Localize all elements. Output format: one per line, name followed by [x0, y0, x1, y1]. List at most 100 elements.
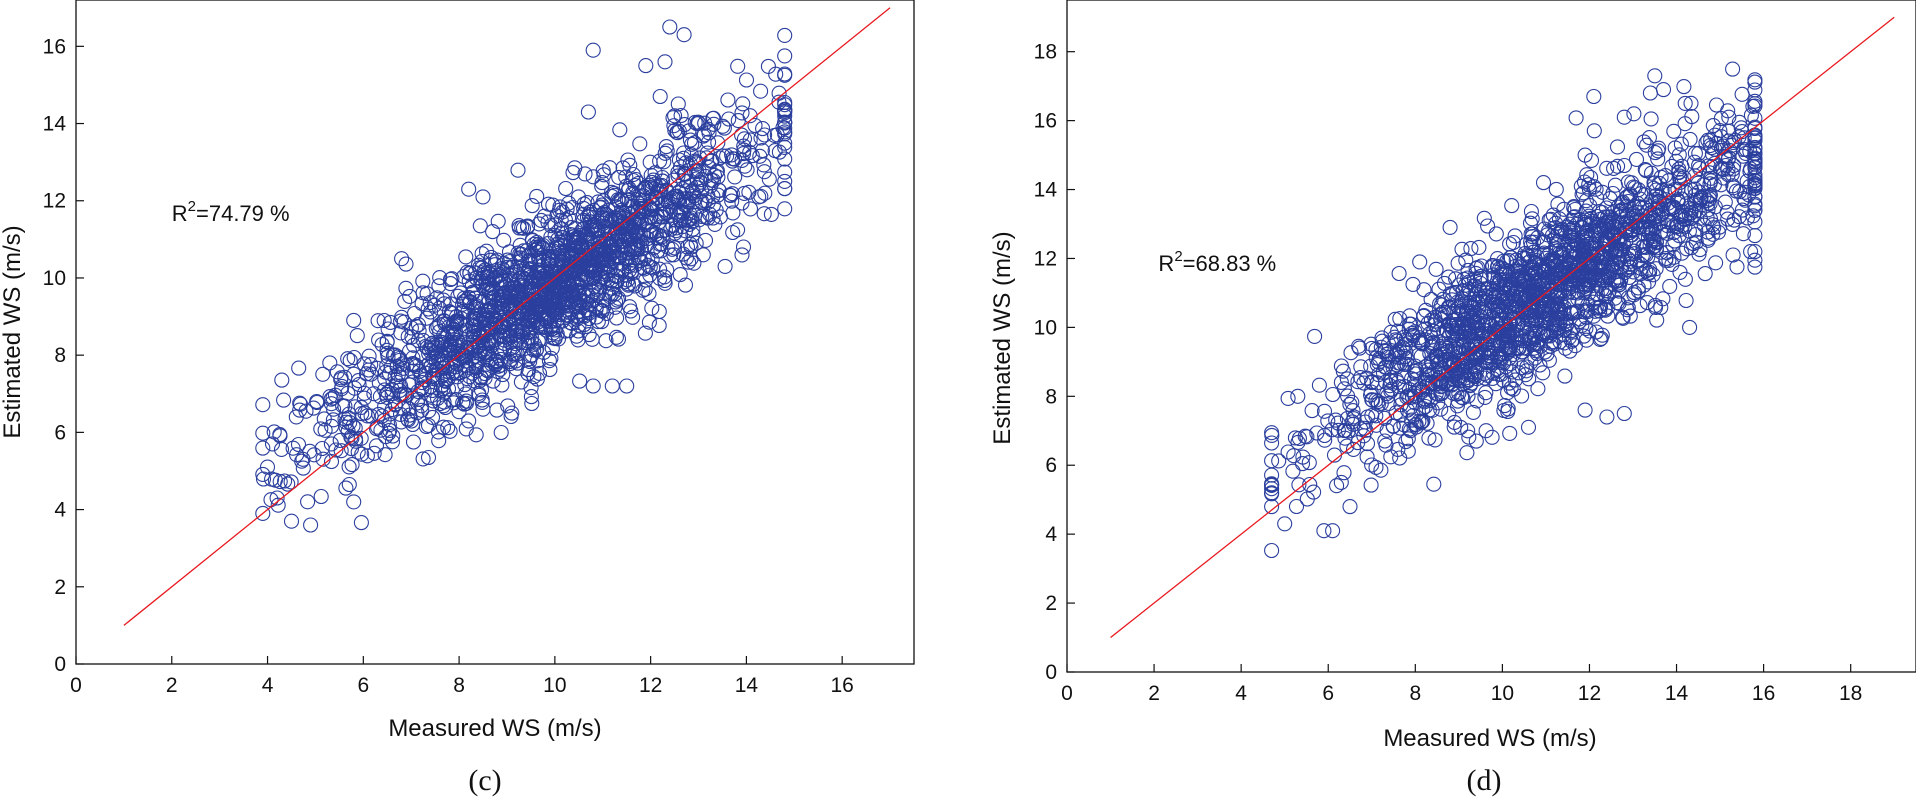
data-point-d	[1446, 419, 1462, 435]
y-tick-label-d: 8	[1045, 385, 1057, 408]
data-point-c	[442, 276, 459, 292]
data-point-d	[1344, 394, 1360, 410]
data-point-d	[1528, 252, 1544, 268]
data-point-d	[1589, 247, 1605, 263]
data-point-d	[1613, 203, 1629, 220]
data-point-d	[1416, 282, 1432, 298]
x-tick-label-d: 6	[1322, 682, 1334, 705]
data-point-d	[1369, 357, 1385, 373]
data-point-d	[1634, 248, 1650, 264]
data-point-d	[1567, 209, 1583, 225]
data-point-c	[477, 302, 493, 318]
data-point-c	[323, 453, 340, 470]
data-point-d	[1524, 297, 1540, 313]
data-point-c	[686, 255, 702, 271]
x-tick-label-c: 14	[735, 674, 759, 697]
data-point-d	[1353, 359, 1369, 375]
data-point-c	[777, 139, 793, 155]
data-point-d	[1642, 262, 1658, 278]
data-point-c	[423, 304, 439, 320]
data-point-d	[1343, 345, 1359, 361]
data-point-d	[1514, 360, 1530, 376]
data-point-c	[472, 327, 488, 343]
data-point-c	[542, 319, 559, 335]
data-point-c	[283, 474, 299, 490]
data-point-c	[507, 267, 523, 283]
data-point-c	[472, 218, 488, 234]
data-point-c	[344, 457, 360, 473]
data-point-d	[1291, 430, 1307, 447]
data-point-c	[285, 440, 301, 456]
data-point-c	[493, 288, 509, 304]
data-point-d	[1406, 363, 1423, 379]
data-point-d	[1280, 390, 1296, 406]
data-point-c	[735, 96, 751, 112]
data-point-c	[672, 267, 688, 283]
data-point-c	[616, 274, 633, 290]
data-point-c	[529, 371, 545, 387]
data-point-c	[453, 285, 469, 301]
data-point-c	[530, 270, 546, 286]
data-point-c	[379, 342, 395, 358]
r-squared-value-d: =68.83 %	[1183, 251, 1277, 276]
data-point-c	[777, 151, 793, 167]
data-point-d	[1565, 267, 1581, 283]
scatter-panel-d: 0 2 4 6 8 10 12 14 16 18 0 2 4 6 8 10 12 14 16 18 Measured…	[989, 0, 1916, 797]
data-point-d	[1641, 213, 1657, 229]
data-point-d	[1548, 181, 1564, 197]
data-point-c	[575, 206, 592, 222]
data-point-d	[1450, 393, 1466, 409]
data-point-c	[625, 309, 641, 325]
data-point-c	[440, 381, 457, 397]
data-point-c	[406, 337, 422, 353]
data-point-c	[392, 406, 409, 422]
data-point-d	[1264, 542, 1280, 559]
y-axis-title-d: Estimated WS (m/s)	[989, 231, 1016, 444]
data-point-d	[1747, 110, 1763, 126]
data-point-c	[366, 445, 382, 461]
data-point-d	[1566, 304, 1582, 321]
data-point-d	[1700, 232, 1716, 248]
data-point-d	[1516, 251, 1533, 267]
data-point-c	[433, 378, 449, 394]
data-point-d	[1486, 303, 1503, 319]
data-point-c	[651, 317, 667, 334]
data-point-c	[461, 181, 477, 197]
data-point-d	[1402, 308, 1418, 324]
data-point-d	[1383, 383, 1399, 399]
data-point-d	[1671, 228, 1687, 244]
data-point-d	[1339, 438, 1355, 454]
x-tick-label-d: 4	[1235, 682, 1247, 705]
data-point-d	[1514, 315, 1530, 331]
data-point-d	[1524, 267, 1541, 283]
data-point-d	[1668, 153, 1684, 169]
data-point-c	[666, 247, 682, 263]
data-point-c	[445, 324, 461, 340]
data-point-d	[1739, 173, 1755, 189]
data-point-d	[1522, 278, 1538, 295]
data-point-c	[582, 204, 598, 220]
data-point-c	[415, 451, 431, 467]
data-point-c	[558, 180, 574, 197]
data-point-d	[1666, 123, 1682, 139]
data-point-c	[387, 397, 403, 413]
data-point-c	[487, 271, 503, 287]
data-point-c	[756, 164, 772, 180]
data-point-c	[668, 223, 684, 239]
data-point-c	[553, 221, 569, 237]
data-point-c	[652, 88, 668, 105]
data-point-d	[1530, 381, 1546, 397]
data-point-c	[657, 54, 673, 70]
data-point-c	[667, 108, 683, 124]
data-point-c	[387, 369, 403, 385]
data-point-d	[1520, 248, 1536, 265]
data-point-c	[255, 397, 271, 413]
data-point-d	[1594, 205, 1610, 221]
data-point-d	[1725, 134, 1741, 151]
data-point-d	[1465, 404, 1481, 420]
data-point-d	[1492, 354, 1508, 370]
data-point-c	[468, 299, 484, 315]
data-point-c	[313, 421, 329, 437]
data-point-c	[377, 398, 393, 415]
data-point-c	[602, 289, 618, 305]
